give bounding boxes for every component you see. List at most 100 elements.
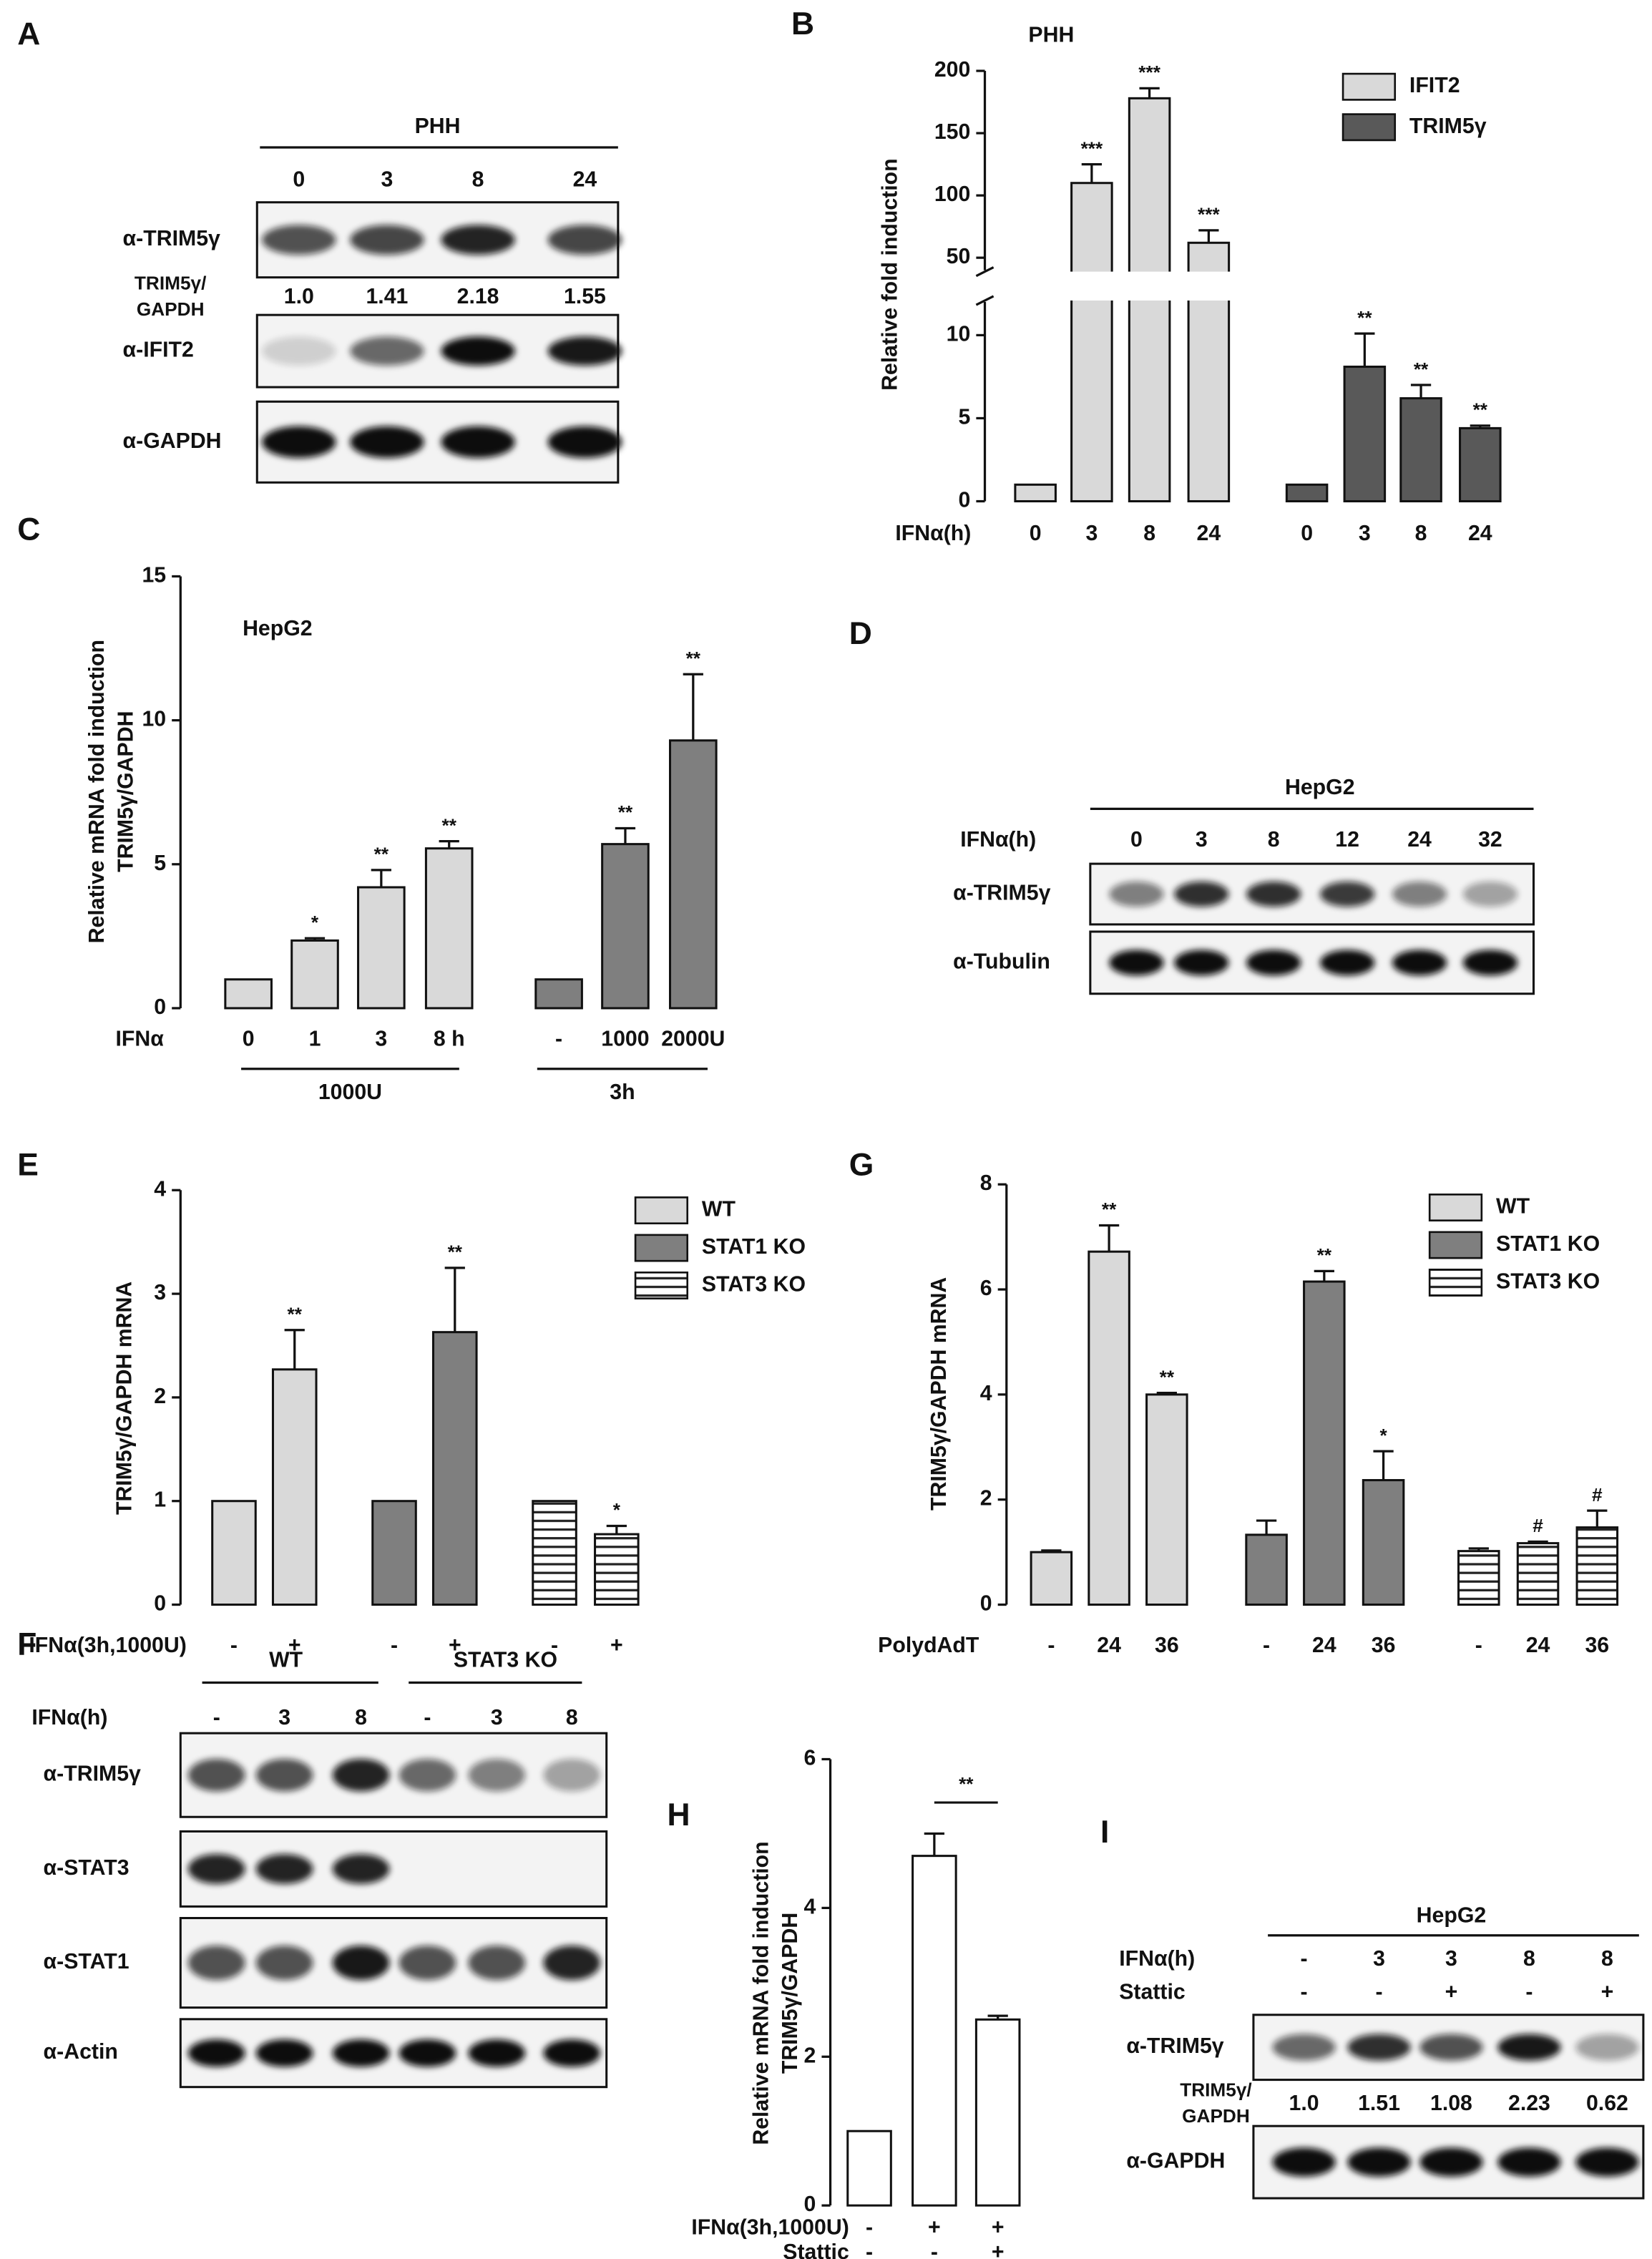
x-tick-label: -	[551, 1634, 558, 1657]
bar	[1014, 483, 1057, 503]
group-label: 3h	[610, 1080, 635, 1104]
error-bar	[615, 826, 636, 844]
x-tick-label: +	[288, 1634, 301, 1657]
error-bar	[606, 1524, 627, 1535]
y-axis-label: TRIM5γ/GAPDH mRNA	[927, 1277, 951, 1511]
y-axis-label: TRIM5γ/GAPDH	[778, 1913, 802, 2074]
x-tick-label: 24	[1526, 1634, 1550, 1657]
quant-value: 1.0	[284, 285, 314, 308]
bar	[1399, 397, 1442, 503]
y-tick-label: 5	[154, 852, 166, 875]
blot-row-label: α-TRIM5γ	[123, 227, 220, 250]
blot-band	[441, 336, 515, 366]
panel-letter: D	[849, 616, 872, 651]
y-tick-label: 6	[980, 1277, 992, 1300]
blot-band	[1174, 950, 1229, 976]
x-tick-label: 24	[1197, 522, 1221, 545]
axis-break-mark	[975, 266, 994, 278]
bar	[271, 1368, 318, 1606]
blot-band	[441, 426, 515, 458]
lane-label: +	[1601, 1980, 1614, 2004]
x-tick-label: -	[1475, 1634, 1482, 1657]
blot-band	[332, 1758, 390, 1792]
group-label: 1000U	[318, 1080, 382, 1104]
x-tick-label: 24	[1097, 1634, 1121, 1657]
y-tick-label: 0	[154, 1592, 166, 1616]
error-bar	[683, 673, 703, 741]
significance-label: **	[1102, 1199, 1117, 1220]
blot-band	[1109, 881, 1164, 907]
y-tick-label: 15	[142, 563, 166, 587]
blot-row-label: α-IFIT2	[123, 338, 194, 362]
blot-band	[1497, 2147, 1561, 2177]
blot-band	[399, 2039, 456, 2067]
lane-label: -	[213, 1706, 220, 1729]
blot-band	[547, 426, 622, 458]
significance-label: ***	[1198, 204, 1220, 225]
x-tick-label: 24	[1312, 1634, 1336, 1657]
blot-band	[543, 1946, 601, 1981]
bar	[1516, 1542, 1560, 1606]
y-axis-label: TRIM5γ/GAPDH mRNA	[113, 1282, 137, 1515]
blot-band	[1347, 2034, 1411, 2061]
panel-letter: A	[17, 16, 40, 52]
bar	[1362, 1479, 1405, 1606]
blot-band	[332, 2039, 390, 2067]
blot-band	[547, 336, 622, 366]
bar	[534, 978, 583, 1010]
y-tick-label: 0	[154, 995, 166, 1019]
bar	[1030, 1551, 1073, 1606]
blot-header: HepG2	[1417, 1904, 1487, 1928]
blot-band	[1497, 2034, 1561, 2061]
panel-letter: F	[17, 1627, 36, 1662]
legend-label: WT	[702, 1198, 736, 1221]
lane-label: 8	[1601, 1947, 1613, 1971]
lane-label: 3	[491, 1706, 503, 1729]
blot-band	[255, 1758, 313, 1792]
blot-band	[262, 225, 336, 255]
blot-band	[468, 1946, 526, 1981]
lane-row-label: Stattic	[1119, 1980, 1185, 2004]
blot-row-label: α-GAPDH	[1126, 2150, 1225, 2173]
blot-band	[399, 1758, 456, 1792]
blot-band	[1462, 950, 1518, 976]
y-tick-label: 0	[804, 2192, 816, 2216]
legend-label: IFIT2	[1409, 74, 1460, 97]
legend-label: TRIM5γ	[1409, 114, 1487, 138]
bar	[1070, 182, 1113, 503]
x-tick-label: 8 h	[434, 1027, 465, 1050]
x-tick-label: 8	[1415, 522, 1427, 545]
blot-band	[255, 1854, 313, 1884]
blot-band	[350, 336, 424, 366]
chart-title: PHH	[1028, 24, 1074, 47]
x-tick-label: +	[928, 2215, 941, 2239]
legend-swatch	[1428, 1194, 1483, 1221]
error-bar	[1314, 1269, 1334, 1282]
blot-header: PHH	[415, 114, 461, 138]
bar	[357, 886, 406, 1010]
blot-band	[1246, 950, 1301, 976]
y-tick-label: 1	[154, 1488, 166, 1512]
lane-label: 0	[293, 167, 305, 191]
panel-letter: B	[791, 6, 814, 42]
blot-band	[255, 2039, 313, 2067]
lane-label: -	[1375, 1980, 1382, 2004]
blot-band	[1319, 881, 1375, 907]
lane-row-label: IFNα(h)	[31, 1706, 107, 1729]
panel-letter: I	[1100, 1815, 1109, 1850]
y-tick-label: 50	[947, 245, 971, 268]
quant-value: 1.51	[1358, 2092, 1400, 2115]
legend-label: STAT3 KO	[702, 1272, 806, 1296]
y-tick-label: 10	[142, 708, 166, 731]
lane-label: 3	[1196, 828, 1208, 852]
quant-value: 1.41	[366, 285, 408, 308]
bar	[1303, 1280, 1346, 1606]
significance-label: **	[1160, 1366, 1175, 1387]
error-bar	[987, 2014, 1008, 2020]
x-tick-label: 2000U	[661, 1027, 725, 1050]
x-tick-label: 1	[309, 1027, 321, 1050]
error-bar	[1373, 1450, 1394, 1480]
error-bar	[1139, 87, 1160, 99]
lane-label: +	[1445, 1980, 1458, 2004]
blot-band	[543, 2039, 601, 2067]
